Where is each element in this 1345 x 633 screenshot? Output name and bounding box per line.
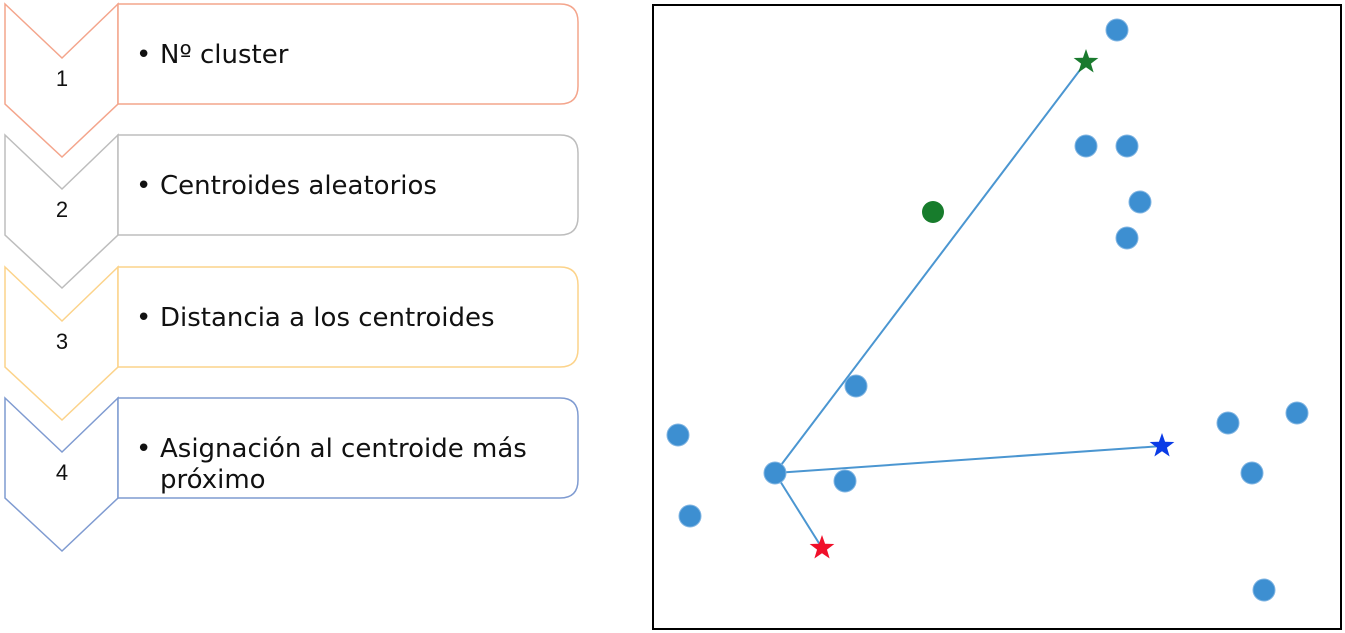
step-box xyxy=(117,134,579,236)
bullet: • xyxy=(136,171,152,201)
step-label: Distancia a los centroides xyxy=(160,303,495,333)
step-box xyxy=(117,3,579,105)
bullet: • xyxy=(136,40,152,70)
data-point xyxy=(1105,18,1129,42)
bullet: • xyxy=(136,303,152,333)
green-dot xyxy=(922,201,944,223)
data-point xyxy=(1285,401,1309,425)
distance-line-to-green-star xyxy=(774,61,1087,474)
step-label-container: • Asignación al centroide más próximo xyxy=(136,434,556,496)
step-label-container: • Distancia a los centroides xyxy=(136,303,556,334)
green-star-icon xyxy=(1073,49,1099,73)
distance-line-to-red-star xyxy=(774,472,823,549)
step-box xyxy=(117,397,579,499)
step-number: 1 xyxy=(55,66,69,91)
step-number: 4 xyxy=(55,460,69,485)
blue-star-icon xyxy=(1149,433,1175,457)
bullet: • xyxy=(136,434,152,464)
data-point xyxy=(833,469,857,493)
data-point xyxy=(1252,578,1276,602)
red-star-icon xyxy=(809,535,835,559)
steps-diagram xyxy=(4,2,579,553)
data-point xyxy=(1240,461,1264,485)
kmeans-plot xyxy=(652,4,1342,630)
data-point xyxy=(1216,411,1240,435)
plot-frame xyxy=(652,4,1342,630)
distance-line-to-blue-star xyxy=(774,445,1163,474)
step-label-container: • Nº cluster xyxy=(136,40,556,71)
step-label: Nº cluster xyxy=(160,40,289,70)
data-point xyxy=(678,504,702,528)
data-point xyxy=(1115,226,1139,250)
step-label: Asignación al centroide más próximo xyxy=(160,434,527,495)
data-point xyxy=(844,374,868,398)
data-point xyxy=(1115,134,1139,158)
step-number: 2 xyxy=(55,197,69,222)
step-box xyxy=(117,266,579,368)
step-label-container: • Centroides aleatorios xyxy=(136,171,556,202)
data-point xyxy=(666,423,690,447)
data-point xyxy=(763,461,787,485)
step-number: 3 xyxy=(55,329,69,354)
data-point xyxy=(1074,134,1098,158)
data-point xyxy=(1128,190,1152,214)
step-label: Centroides aleatorios xyxy=(160,171,437,201)
